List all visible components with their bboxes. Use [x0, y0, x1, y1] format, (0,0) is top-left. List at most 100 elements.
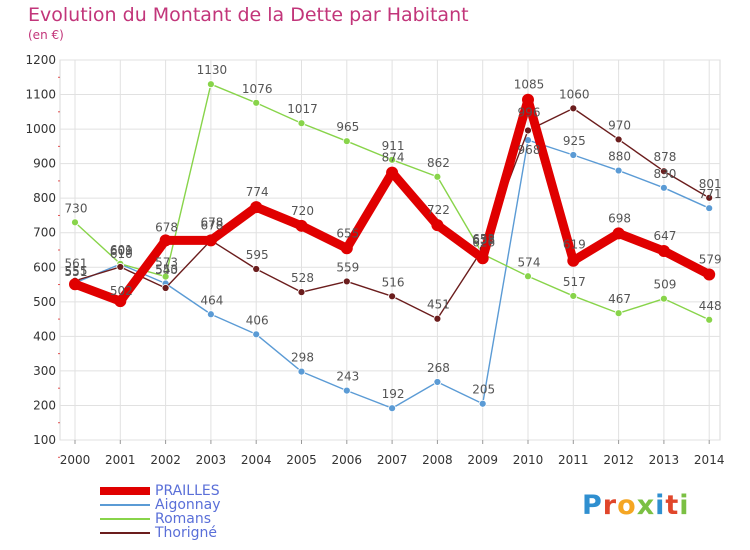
y-tick-label: 100 — [33, 433, 56, 447]
data-label-prailles: 874 — [382, 151, 405, 165]
data-label-prailles: 678 — [155, 220, 178, 234]
data-label-aigonnay: 555 — [65, 264, 88, 278]
data-label-prailles: 720 — [291, 204, 314, 218]
data-label-aigonnay: 609 — [110, 244, 133, 258]
data-point-romans — [614, 309, 623, 318]
data-point-romans — [660, 294, 668, 303]
x-tick-label: 2013 — [649, 453, 680, 467]
data-label-romans: 467 — [608, 292, 631, 306]
data-point-romans — [388, 155, 397, 164]
data-point-prailles — [522, 93, 534, 106]
data-label-aigonnay: 192 — [382, 387, 405, 401]
x-tick-label: 2007 — [377, 453, 408, 467]
x-tick-label: 2005 — [286, 453, 317, 467]
data-point-prailles — [657, 245, 670, 258]
legend-label-prailles: PRAILLES — [155, 483, 220, 499]
data-point-aigonnay — [297, 367, 306, 376]
data-point-thorign — [614, 135, 623, 144]
data-point-prailles — [431, 219, 444, 232]
data-label-thorign: 595 — [246, 248, 269, 262]
data-label-prailles: 655 — [336, 226, 359, 240]
data-label-thorign: 970 — [608, 118, 631, 132]
data-label-aigonnay: 968 — [518, 143, 541, 157]
data-point-prailles — [295, 219, 308, 232]
y-tick-label: 700 — [33, 226, 56, 240]
data-label-prailles: 619 — [563, 238, 586, 252]
legend-swatch-prailles — [100, 487, 150, 495]
data-point-thorign — [297, 288, 306, 297]
data-point-romans — [71, 218, 79, 227]
data-point-aigonnay — [388, 404, 397, 413]
data-point-prailles — [250, 201, 263, 214]
y-tick-label: 500 — [33, 295, 56, 309]
data-label-romans: 573 — [155, 256, 178, 270]
data-point-prailles — [476, 252, 489, 265]
data-point-thorign — [161, 284, 170, 292]
axes-layer: 100 200 300 400 500 600 700 800 900 1000 1100 1200 2… — [25, 53, 724, 467]
data-label-romans: 1076 — [242, 82, 273, 96]
data-label-romans: 911 — [382, 139, 405, 153]
data-point-aigonnay — [569, 151, 578, 159]
data-label-romans: 610 — [110, 247, 133, 261]
data-point-romans — [252, 98, 261, 107]
data-point-romans — [161, 272, 170, 281]
chart-subtitle: (en €) — [28, 28, 64, 42]
data-label-romans: 638 — [472, 233, 495, 247]
data-point-prailles — [69, 278, 81, 291]
data-point-prailles — [567, 254, 580, 267]
data-point-romans — [433, 172, 442, 181]
data-label-aigonnay: 298 — [291, 351, 314, 365]
data-label-romans: 1017 — [287, 102, 318, 116]
x-tick-label: 2006 — [332, 453, 363, 467]
y-tick-label: 200 — [33, 398, 56, 412]
y-tick-label: 800 — [33, 191, 56, 205]
data-label-thorign: 559 — [336, 260, 359, 274]
x-tick-label: 2008 — [422, 453, 453, 467]
data-point-romans — [524, 272, 532, 281]
data-point-romans — [342, 137, 351, 146]
data-label-thorign: 601 — [110, 243, 133, 257]
chart-title: Evolution du Montant de la Dette par Hab… — [28, 4, 469, 26]
data-label-prailles: 579 — [699, 253, 722, 267]
x-tick-label: 2010 — [513, 453, 544, 467]
x-tick-label: 2003 — [196, 453, 227, 467]
data-point-thorign — [705, 193, 714, 202]
data-point-aigonnay — [252, 330, 261, 339]
data-point-aigonnay — [478, 399, 487, 408]
data-point-romans — [705, 315, 714, 324]
data-label-thorign: 653 — [472, 232, 495, 246]
data-point-aigonnay — [705, 204, 714, 213]
data-label-thorign: 528 — [291, 271, 314, 285]
x-tick-label: 2001 — [105, 453, 136, 467]
data-point-aigonnay — [433, 378, 442, 386]
grid-layer — [59, 59, 721, 441]
data-point-prailles — [612, 227, 625, 240]
data-label-aigonnay: 243 — [336, 370, 359, 384]
data-label-aigonnay: 205 — [472, 383, 495, 397]
data-point-thorign — [660, 167, 668, 176]
data-label-thorign: 996 — [518, 105, 541, 119]
x-tick-label: 2009 — [467, 453, 498, 467]
data-label-thorign: 451 — [427, 298, 450, 312]
data-label-aigonnay: 268 — [427, 361, 450, 375]
data-point-thorign — [388, 292, 397, 301]
data-point-thorign — [569, 104, 578, 113]
data-label-aigonnay: 830 — [653, 167, 676, 181]
data-label-prailles: 774 — [246, 185, 269, 199]
data-label-aigonnay: 925 — [563, 134, 586, 148]
data-point-aigonnay — [206, 310, 215, 319]
data-point-thorign — [433, 314, 442, 323]
legend-label-aigonnay: Aigonnay — [155, 497, 221, 513]
data-label-prailles: 1085 — [514, 78, 545, 92]
x-tick-label: 2000 — [60, 453, 91, 467]
y-tick-label: 400 — [33, 329, 56, 343]
data-label-thorign: 678 — [200, 215, 223, 229]
data-label-aigonnay: 771 — [699, 187, 722, 201]
data-point-aigonnay — [342, 386, 351, 395]
data-label-romans: 730 — [65, 201, 88, 215]
y-tick-label: 300 — [33, 364, 56, 378]
data-label-prailles: 502 — [110, 284, 133, 298]
data-label-thorign: 878 — [653, 150, 676, 164]
